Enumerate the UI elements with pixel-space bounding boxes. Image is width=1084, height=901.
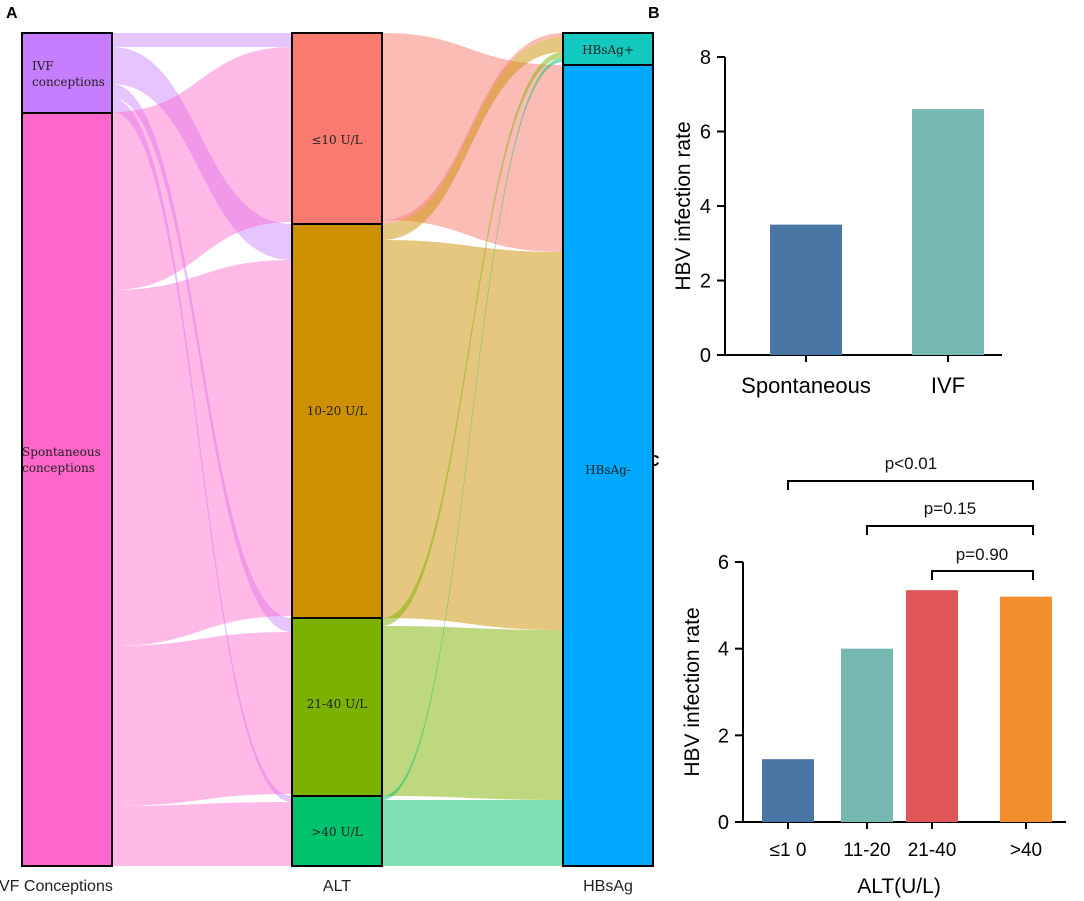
flow-sp-21-40 bbox=[112, 632, 292, 806]
bar-chart-c-xticks: ≤1 0 11-20 21-40 >40 bbox=[770, 822, 1042, 861]
bar-chart-c-xlabel: ALT(U/L) bbox=[857, 875, 941, 898]
flow-sp-gt40 bbox=[112, 802, 292, 866]
sankey-flows-left bbox=[112, 33, 292, 866]
flow-le10-neg bbox=[382, 33, 563, 252]
bar-chart-c-xtick-label: 11-20 bbox=[843, 840, 890, 861]
sankey-diagram: IVF conceptions Spontaneous conceptions ≤1… bbox=[0, 32, 654, 895]
node-label-alt-10-20: 10-20 U/L bbox=[307, 404, 368, 418]
significance-brackets bbox=[787, 480, 1034, 580]
annotation-p2: p=0.15 bbox=[924, 499, 976, 518]
bar-chart-b-ytick-label: 6 bbox=[700, 122, 711, 144]
panel-label-b: B bbox=[648, 5, 660, 22]
node-label-alt-le10: ≤10 U/L bbox=[311, 133, 362, 147]
column-label-conceptions: VF Conceptions bbox=[0, 878, 113, 895]
bar-chart-c-ytick-label: 0 bbox=[718, 812, 729, 834]
flow-1020-neg bbox=[382, 240, 563, 630]
bar-chart-c-bar bbox=[762, 759, 814, 822]
node-label-spontaneous: Spontaneous conceptions bbox=[22, 445, 101, 475]
bar-chart-b-ytick-label: 2 bbox=[700, 271, 711, 293]
flow-sp-10-20 bbox=[112, 260, 292, 646]
node-hbsag-pos bbox=[562, 32, 654, 66]
bar-chart-c-bar bbox=[1000, 596, 1052, 822]
bar-chart-b-xtick-label: Spontaneous bbox=[741, 373, 871, 398]
annotation-p1: p<0.01 bbox=[885, 454, 937, 473]
sankey-flows-right bbox=[382, 33, 563, 866]
annotation-p3: p=0.90 bbox=[956, 545, 1008, 564]
column-label-alt: ALT bbox=[323, 878, 351, 895]
flow-sp-le10 bbox=[112, 47, 292, 290]
bar-chart-b-bar bbox=[770, 224, 842, 355]
node-label-alt-gt40: >40 U/L bbox=[311, 825, 362, 839]
node-hbsag-neg bbox=[562, 64, 654, 867]
bar-chart-b-ytick-label: 4 bbox=[700, 196, 711, 218]
bracket-p2 bbox=[866, 525, 1034, 535]
bar-chart-b-yticks: 0 2 4 6 8 bbox=[700, 47, 725, 367]
flow-2140-neg bbox=[382, 626, 563, 800]
node-label-line: Spontaneous bbox=[22, 445, 101, 459]
node-label-alt-21-40: 21-40 U/L bbox=[307, 697, 368, 711]
node-label-line: IVF bbox=[32, 59, 54, 73]
bar-chart-c-ytick-label: 2 bbox=[718, 725, 729, 747]
column-label-hbsag: HBsAg bbox=[583, 878, 633, 895]
node-label-hbsag-neg: HBsAg- bbox=[585, 463, 631, 477]
node-alt-10-20 bbox=[291, 223, 383, 619]
node-spontaneous bbox=[21, 112, 113, 867]
bar-chart-c-bars bbox=[762, 590, 1052, 822]
bar-chart-b-ytick-label: 8 bbox=[700, 47, 711, 69]
bar-chart-c-ytick-label: 4 bbox=[718, 639, 729, 661]
node-alt-gt40 bbox=[291, 795, 383, 867]
panel-label-a: A bbox=[6, 5, 18, 22]
bracket-p3 bbox=[931, 570, 1034, 580]
flow-ivf-10-20 bbox=[112, 47, 292, 260]
bar-chart-c-ylabel: HBV infection rate bbox=[681, 607, 704, 776]
bar-chart-c-bar bbox=[906, 590, 958, 822]
bar-chart-c-xtick-label: ≤1 0 bbox=[770, 840, 807, 861]
bar-chart-c-xtick-label: >40 bbox=[1010, 840, 1042, 861]
node-label-ivf: IVF conceptions bbox=[32, 59, 105, 89]
bar-chart-b-xticks: Spontaneous IVF bbox=[741, 355, 965, 398]
flow-1020-pos bbox=[382, 37, 563, 240]
flow-gt40-neg bbox=[382, 800, 563, 866]
bar-chart-b-ytick-label: 0 bbox=[700, 345, 711, 367]
bar-chart-c-yticks: 0 2 4 6 bbox=[718, 552, 743, 834]
bar-chart-b-ylabel: HBV infection rate bbox=[672, 121, 695, 290]
bar-chart-c: 0 2 4 6 ≤1 0 11-20 21-40 >40 HBV infection rat… bbox=[681, 454, 1066, 898]
bar-chart-c-xtick-label: 21-40 bbox=[908, 840, 957, 861]
flow-ivf-le10 bbox=[112, 33, 292, 47]
bar-chart-b: 0 2 4 6 8 Spontaneous IVF HBV infection rate bbox=[672, 47, 1002, 398]
bar-chart-c-ytick-label: 6 bbox=[718, 552, 729, 574]
bar-chart-c-bar bbox=[841, 648, 893, 822]
node-label-hbsag-pos: HBsAg+ bbox=[582, 43, 634, 57]
bar-chart-b-bar bbox=[912, 109, 984, 356]
bar-chart-b-xtick-label: IVF bbox=[931, 373, 965, 398]
bar-chart-b-bars bbox=[770, 109, 984, 356]
node-ivf bbox=[21, 32, 113, 114]
node-alt-le10 bbox=[291, 32, 383, 225]
bracket-p1 bbox=[787, 480, 1034, 490]
node-label-line: conceptions bbox=[32, 75, 105, 89]
node-label-line: conceptions bbox=[22, 461, 95, 475]
